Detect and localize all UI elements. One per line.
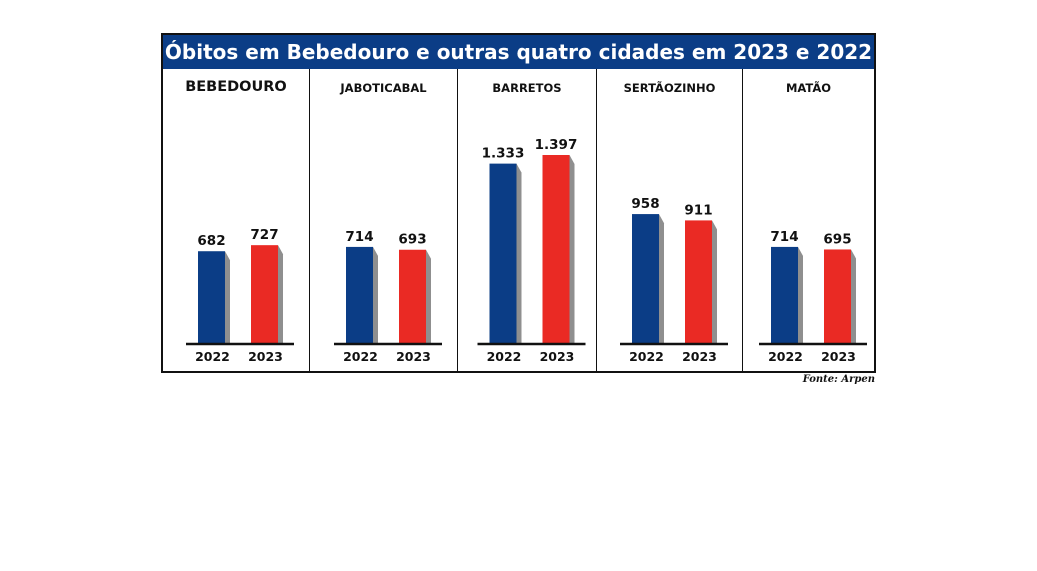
value-label-bebedouro-2023: 727 <box>250 227 278 243</box>
bar-shadow-matao-2022 <box>798 246 803 343</box>
panel-title-sertaozinho: SERTÃOZINHO <box>623 81 716 95</box>
panel-chart-barretos: 1.333 2022 1.397 2023 <box>477 137 586 364</box>
value-label-barretos-2023: 1.397 <box>535 137 578 153</box>
panel-barretos: BARRETOS 1.333 2022 1.397 2023 <box>457 69 596 371</box>
bar-shadow-jaboticabal-2022 <box>373 246 378 343</box>
panel-sertaozinho: SERTÃOZINHO 958 2022 911 2023 <box>596 69 742 371</box>
panel-jaboticabal: JABOTICABAL 714 2022 693 2023 <box>309 69 457 371</box>
panel-title-bebedouro: BEBEDOURO <box>185 79 287 95</box>
chart-title: Óbitos em Bebedouro e outras quatro cida… <box>163 35 874 69</box>
bar-sertaozinho-2023 <box>685 220 712 343</box>
panel-chart-sertaozinho: 958 2022 911 2023 <box>620 196 728 364</box>
value-label-sertaozinho-2022: 958 <box>631 196 659 212</box>
year-label-matao-2023: 2023 <box>821 349 856 364</box>
panel-chart-jaboticabal: 714 2022 693 2023 <box>334 229 442 364</box>
bar-matao-2022 <box>771 246 798 343</box>
panel-chart-bebedouro: 682 2022 727 2023 <box>186 227 294 364</box>
bar-shadow-matao-2023 <box>851 249 856 343</box>
year-label-barretos-2022: 2022 <box>487 349 522 364</box>
year-label-sertaozinho-2023: 2023 <box>682 349 717 364</box>
bar-barretos-2022 <box>489 163 517 343</box>
bar-matao-2023 <box>824 249 851 343</box>
bar-shadow-sertaozinho-2023 <box>712 220 717 343</box>
panel-chart-matao: 714 2022 695 2023 <box>759 229 867 364</box>
value-label-matao-2023: 695 <box>823 231 851 247</box>
year-label-barretos-2023: 2023 <box>540 349 575 364</box>
year-label-bebedouro-2023: 2023 <box>248 349 283 364</box>
value-label-barretos-2022: 1.333 <box>482 146 525 162</box>
year-label-bebedouro-2022: 2022 <box>195 349 230 364</box>
bar-jaboticabal-2022 <box>346 246 373 343</box>
bar-shadow-bebedouro-2022 <box>225 251 230 343</box>
bar-jaboticabal-2023 <box>399 249 426 343</box>
panel-title-jaboticabal: JABOTICABAL <box>340 81 427 95</box>
panel-title-barretos: BARRETOS <box>492 81 562 95</box>
value-label-bebedouro-2022: 682 <box>197 233 225 249</box>
bar-shadow-barretos-2022 <box>516 163 522 343</box>
year-label-jaboticabal-2022: 2022 <box>343 349 378 364</box>
bar-sertaozinho-2022 <box>632 214 659 343</box>
panel-title-matao: MATÃO <box>785 81 832 95</box>
panel-matao: MATÃO 714 2022 695 2023 <box>742 69 874 371</box>
bar-shadow-jaboticabal-2023 <box>426 249 431 343</box>
year-label-matao-2022: 2022 <box>768 349 803 364</box>
bar-bebedouro-2023 <box>251 245 278 343</box>
bar-shadow-barretos-2023 <box>569 155 575 343</box>
bar-shadow-bebedouro-2023 <box>278 245 283 343</box>
year-label-sertaozinho-2022: 2022 <box>629 349 664 364</box>
bar-shadow-sertaozinho-2022 <box>659 214 664 343</box>
source-note: Fonte: Arpen <box>802 374 875 385</box>
value-label-sertaozinho-2023: 911 <box>684 202 712 218</box>
bar-bebedouro-2022 <box>198 251 225 343</box>
value-label-jaboticabal-2022: 714 <box>345 229 373 245</box>
panel-bebedouro: BEBEDOURO 682 2022 727 2023 <box>163 69 309 371</box>
value-label-matao-2022: 714 <box>770 229 798 245</box>
bar-barretos-2023 <box>542 155 570 343</box>
chart-figure: Óbitos em Bebedouro e outras quatro cida… <box>161 33 876 373</box>
value-label-jaboticabal-2023: 693 <box>398 232 426 248</box>
year-label-jaboticabal-2023: 2023 <box>396 349 431 364</box>
